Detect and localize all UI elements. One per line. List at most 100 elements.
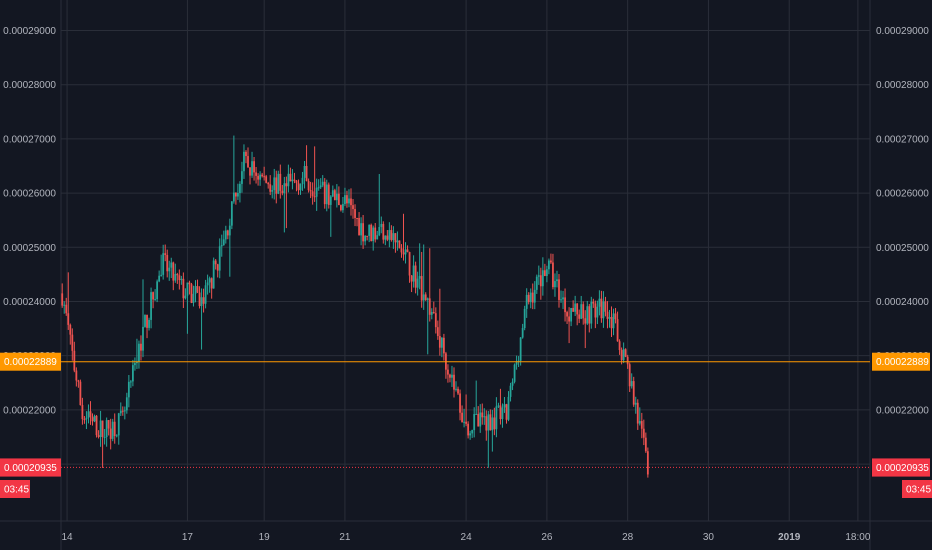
candle-body <box>455 388 457 390</box>
candle-body <box>412 265 415 282</box>
candle-body <box>368 224 371 236</box>
candle-body <box>430 312 433 315</box>
candle-body <box>533 289 536 303</box>
candle-body <box>568 316 570 322</box>
candle-body <box>513 364 516 382</box>
time-axis[interactable]: 14 17 19 21 24 26 28 30 2019 18:00 <box>61 532 870 543</box>
candle-body <box>606 311 609 319</box>
candle-body <box>434 313 437 328</box>
candle-body <box>214 260 217 265</box>
price-lines <box>61 361 870 468</box>
candle-body <box>624 349 627 357</box>
candle-body <box>305 166 308 182</box>
candle-body <box>321 181 324 186</box>
candle-body <box>449 374 451 378</box>
candle-body <box>156 281 159 300</box>
candle-body <box>362 223 365 242</box>
candle-body <box>198 292 201 307</box>
candle-body <box>384 235 387 240</box>
candle-body <box>388 230 391 240</box>
candle-body <box>519 337 522 361</box>
candle-body <box>150 292 152 320</box>
candle-body <box>378 226 381 236</box>
candle-body <box>311 191 314 197</box>
candle-body <box>475 413 478 415</box>
candle-body <box>85 417 88 420</box>
candle-body <box>307 181 310 191</box>
price-tag-right <box>902 479 932 498</box>
y-tick-label-right: 0.00028000 <box>876 80 929 91</box>
candle-body <box>552 262 554 288</box>
candle-body <box>158 275 161 282</box>
candle-body <box>485 416 488 431</box>
candle-body <box>279 173 282 191</box>
candle-body <box>180 278 183 281</box>
candle-body <box>255 172 257 176</box>
candle-body <box>562 297 564 300</box>
candle-body <box>148 319 150 328</box>
candle-body <box>390 230 393 241</box>
candle-body <box>232 192 235 202</box>
candle-body <box>337 193 340 206</box>
candle-body <box>259 174 262 180</box>
candle-body <box>91 417 94 422</box>
candle-body <box>319 185 322 188</box>
candle-body <box>628 364 631 387</box>
candle-body <box>109 428 112 439</box>
candle-body <box>356 217 358 219</box>
candle-body <box>293 179 296 181</box>
candle-body <box>61 293 64 306</box>
grid <box>60 0 871 550</box>
candle-body <box>285 183 288 187</box>
candle-body <box>79 381 82 406</box>
candle-body <box>493 417 496 430</box>
candle-body <box>509 385 512 397</box>
candle-body <box>521 328 524 338</box>
candle-body <box>275 177 278 194</box>
candle-body <box>640 421 643 429</box>
candle-body <box>271 190 274 192</box>
candle-body <box>77 380 80 382</box>
candle-body <box>459 393 461 413</box>
candle-body <box>523 308 526 329</box>
candle-body <box>374 227 377 240</box>
candle-body <box>630 381 633 387</box>
candle-body <box>331 190 334 197</box>
candle-body <box>644 437 647 452</box>
candle-body <box>142 326 144 351</box>
candle-body <box>196 286 199 293</box>
price-tag-right-label: 03:45 <box>906 484 931 495</box>
candle-body <box>216 264 219 271</box>
candle-body <box>303 166 306 178</box>
candle-body <box>301 177 304 185</box>
candle-body <box>186 282 189 296</box>
candle-body <box>89 411 92 418</box>
candle-body <box>556 279 558 282</box>
candle-body <box>600 298 603 319</box>
candle-body <box>614 313 617 320</box>
candle-body <box>71 334 74 351</box>
candle-body <box>394 233 397 243</box>
candle-body <box>515 362 518 365</box>
candle-body <box>299 184 302 191</box>
candle-body <box>380 223 383 227</box>
candle-body <box>416 278 419 288</box>
candle-body <box>162 253 165 275</box>
candle-body <box>323 181 326 205</box>
candle-body <box>218 246 221 271</box>
candle-body <box>529 292 532 303</box>
candle-body <box>471 430 474 434</box>
candle-body <box>376 235 379 240</box>
candle-body <box>117 413 120 436</box>
candle-body <box>257 175 260 180</box>
candle-body <box>208 278 211 283</box>
candle-body <box>327 184 330 205</box>
candle-body <box>281 190 284 194</box>
candle-body <box>550 260 552 263</box>
candle-body <box>422 294 425 301</box>
x-tick-label: 18:00 <box>845 532 870 543</box>
candle-body <box>584 318 587 324</box>
candle-body <box>220 245 223 247</box>
candle-body <box>570 307 573 322</box>
